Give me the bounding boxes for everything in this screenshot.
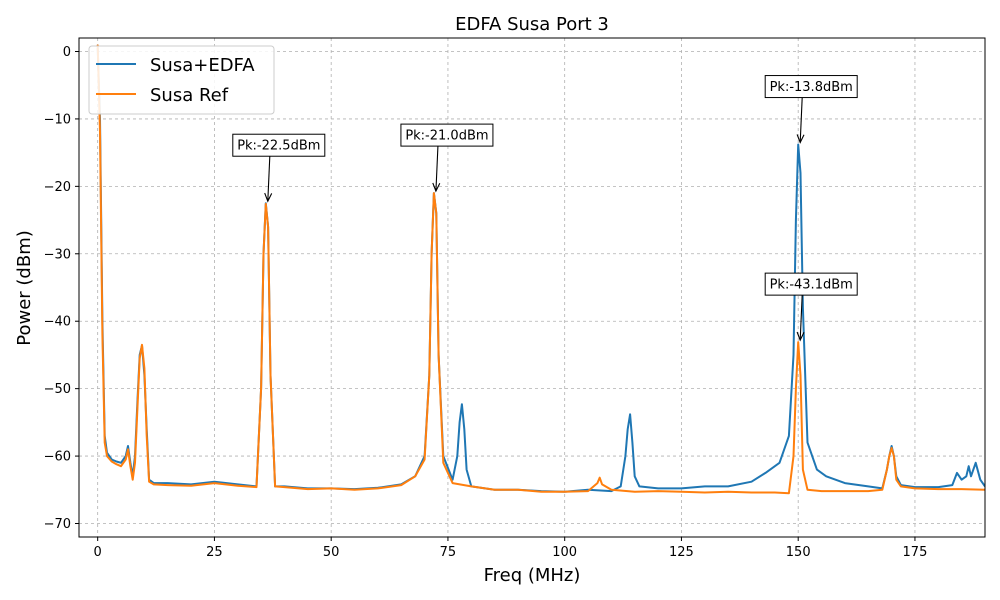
legend-label-susa-ref: Susa Ref: [150, 85, 229, 106]
peak-annotation: Pk:-13.8dBm: [764, 75, 858, 144]
plot-frame: [78, 37, 986, 538]
annotation-box: [764, 272, 858, 296]
y-tick-label: −10: [44, 112, 71, 127]
x-tick-label: 125: [669, 545, 694, 560]
x-tick-label: 50: [323, 545, 340, 560]
peak-annotation: Pk:-43.1dBm: [764, 272, 858, 342]
annotation-box: [764, 75, 858, 99]
x-tick-label: 175: [903, 545, 928, 560]
peak-annotation: Pk:-22.5dBm: [232, 133, 326, 203]
y-tick-label: −20: [44, 180, 71, 195]
annotation-label: Pk:-43.1dBm: [770, 278, 853, 293]
ticks: 0 25 50 75 100 125 150 175 0 −10 −20 −30 −40 −50 −60 −7…: [44, 45, 928, 560]
annotation-arrow: [799, 295, 803, 341]
legend: Susa+EDFA Susa Ref: [88, 45, 275, 115]
annotation-arrow: [267, 156, 271, 202]
annotation-arrowhead: [796, 331, 805, 342]
annotation-arrow: [435, 146, 439, 192]
x-tick-label: 100: [552, 545, 577, 560]
x-tick-label: 0: [94, 545, 102, 560]
series-layer: [96, 44, 985, 495]
legend-label-susa-edfa: Susa+EDFA: [150, 55, 255, 76]
peak-annotation: Pk:-21.0dBm: [400, 123, 494, 193]
y-tick-label: −70: [44, 517, 71, 532]
y-tick-label: −30: [44, 247, 71, 262]
x-tick-label: 25: [206, 545, 223, 560]
y-tick-label: −50: [44, 382, 71, 397]
y-tick-label: 0: [63, 45, 71, 60]
series-line-susa-ref: [96, 44, 985, 495]
annotation-arrow: [799, 97, 803, 143]
annotation-arrowhead: [432, 182, 441, 193]
chart-title: EDFA Susa Port 3: [455, 14, 609, 35]
y-axis-label: Power (dBm): [14, 230, 35, 346]
y-tick-label: −60: [44, 450, 71, 465]
annotations: Pk:-22.5dBm Pk:-21.0dBm Pk:-13.8dBm Pk:-43.…: [232, 75, 858, 342]
y-tick-label: −40: [44, 315, 71, 330]
grid: [79, 38, 985, 537]
x-axis-label: Freq (MHz): [484, 565, 581, 586]
x-tick-label: 75: [440, 545, 457, 560]
annotation-label: Pk:-21.0dBm: [405, 129, 488, 144]
annotation-box: [232, 133, 326, 157]
annotation-label: Pk:-22.5dBm: [237, 139, 320, 154]
series-line-susa-edfa: [96, 48, 985, 493]
annotation-arrowhead: [264, 192, 273, 203]
annotation-label: Pk:-13.8dBm: [770, 80, 853, 95]
annotation-arrowhead: [796, 134, 805, 144]
x-tick-label: 150: [786, 545, 811, 560]
annotation-box: [400, 123, 494, 147]
